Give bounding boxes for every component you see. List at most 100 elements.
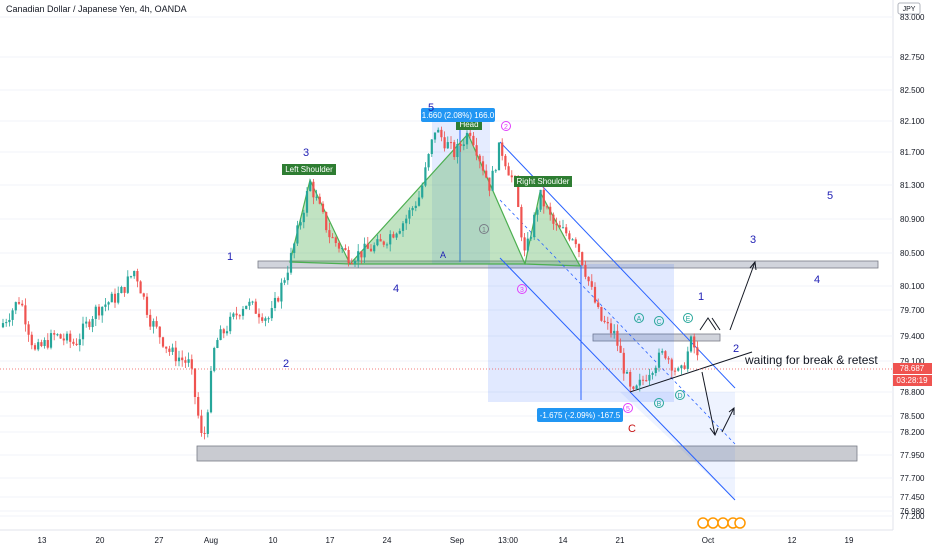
candle-body [107,302,110,305]
candle-body [101,306,104,316]
candle-body [219,329,222,341]
candle-body [334,237,337,244]
y-tick-label: 81.300 [900,181,925,190]
candle-body [446,142,449,149]
x-axis: 13 20 27 Aug 10 17 24 Sep 13:00 14 21 Oct 12 19 [38,536,854,545]
candle-body [561,227,565,229]
candle-body [174,347,177,362]
candle-body [552,214,555,224]
circled-wave-markers: 2 1 3 5 A C E B D [479,121,693,413]
candle-body [392,234,395,238]
candle-body [430,139,433,155]
x-tick-label: 19 [845,536,854,545]
neckline-zone [257,260,879,269]
x-tick-label: Oct [702,536,715,545]
candle-body [88,321,91,328]
measure-down-text: -1.675 (-2.09%) -167.5 [540,411,621,420]
last-price-tag [893,363,932,374]
candle-body [462,144,465,147]
candle-body [1,323,5,328]
candle-body [171,347,174,352]
candle-body [11,310,14,320]
candle-body [408,210,411,219]
candle-body [517,180,520,207]
y-tick-label: 77.700 [900,474,925,483]
candle-body [251,301,254,303]
candle-body [677,368,680,371]
candle-body [85,321,88,324]
candle-body [30,334,33,346]
candle-body [312,181,315,198]
candle-body [305,191,309,213]
candle-body [91,318,94,328]
break-retest-note: waiting for break & retest [744,353,878,367]
candle-body [318,196,321,204]
candle-body [283,280,286,283]
candle-body [264,318,267,321]
candle-body [17,302,21,304]
candle-body [190,359,193,369]
candle-body [155,321,158,327]
candle-body [373,245,376,252]
candle-body [8,319,11,323]
candle-body [113,293,117,303]
candle-body [97,306,101,316]
candle-body [216,340,219,348]
candle-body [427,154,430,168]
candle-body [360,251,363,258]
wave-5-head: 5 [428,102,434,114]
candle-body [475,145,478,156]
candle-body [206,412,209,434]
candle-body [161,337,165,347]
candle-body [344,248,347,250]
y-tick-label: 83.000 [900,13,925,22]
candle-body [40,342,43,347]
candle-body [645,380,648,382]
wave-1-right: 1 [698,291,704,303]
candle-body [693,336,696,348]
candle-body [139,281,142,294]
candle-body [481,161,485,171]
y-tick-label: 78.800 [900,388,925,397]
candle-body [273,297,277,309]
candle-body [123,287,126,293]
candle-body [110,293,113,303]
candle-body [104,304,107,307]
candle-body [59,334,62,339]
head-label: Head [459,120,478,129]
candle-body [670,359,673,371]
candle-body [568,233,571,240]
candle-body [382,241,385,245]
candle-body [456,144,459,158]
candle-body [43,340,46,347]
head-tag [456,119,482,130]
triangle-support [629,351,753,393]
candle-body [453,142,456,158]
event-markers[interactable] [697,517,746,529]
x-tick-label: 24 [383,536,392,545]
candle-body [14,302,17,311]
candle-body [235,313,238,316]
candle-body [376,239,379,246]
candle-body [126,276,129,293]
candle-body [350,263,353,265]
y-tick-label: 80.900 [900,215,925,224]
candle-body [587,276,590,282]
candle-body [414,205,417,208]
candle-body [683,365,686,369]
svg-text:2: 2 [504,124,508,131]
candle-body [616,330,619,346]
candle-body [667,358,670,360]
y-tick-label: 77.950 [900,451,925,460]
candle-body [593,286,597,303]
candle-body [209,370,213,413]
candle-body [177,357,181,362]
y-tick-label: 79.700 [900,306,925,315]
candle-body [501,142,504,156]
currency-badge[interactable] [897,2,921,15]
wave-a-small: A [440,250,446,260]
svg-text:A: A [637,316,642,323]
y-tick-label: 78.500 [900,412,925,421]
x-tick-label: 14 [559,536,568,545]
candle-body [603,320,606,323]
